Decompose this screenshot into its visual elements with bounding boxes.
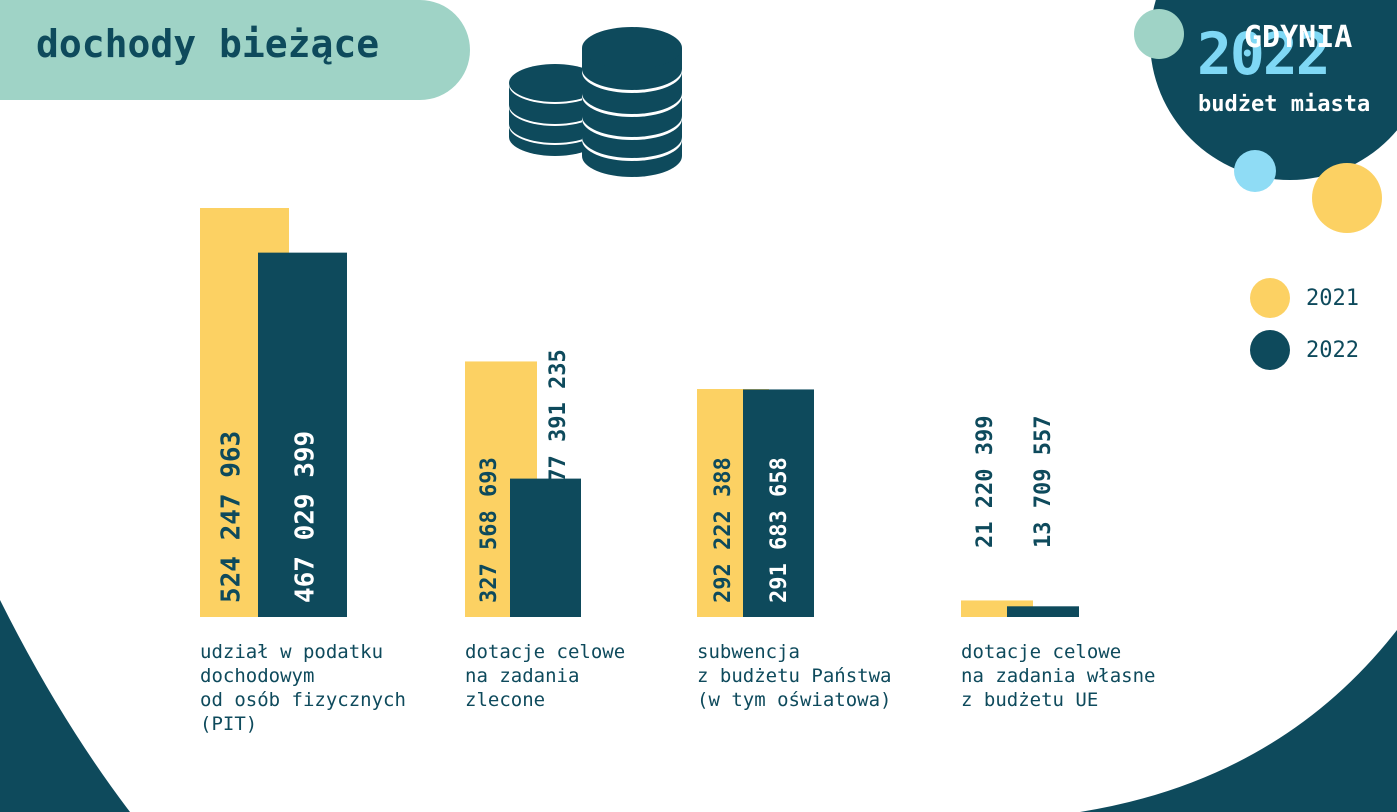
brand-city: GDYNIA xyxy=(1244,20,1353,55)
bar-2022-1 xyxy=(510,478,581,617)
legend-marker-2022 xyxy=(1250,330,1290,370)
bar-2022-0 xyxy=(258,252,347,617)
legend-marker-2021 xyxy=(1250,278,1290,318)
category-label-pit: udział w podatku dochodowym od osób fizy… xyxy=(200,641,406,735)
page-title: dochody bieżące xyxy=(36,22,380,66)
value-label-2022-0: 467 029 399 xyxy=(291,431,321,603)
yellow-dot xyxy=(1312,163,1382,233)
sky-dot xyxy=(1234,150,1276,192)
value-label-2022-3: 13 709 557 xyxy=(1031,416,1056,548)
category-label-subwencja: subwencja z budżetu Państwa (w tym oświa… xyxy=(697,641,892,711)
corner-shape-right xyxy=(1080,630,1397,812)
value-label-2021-2: 292 222 388 xyxy=(711,457,736,603)
bar-2022-3 xyxy=(1007,606,1079,617)
coins-stack-icon xyxy=(509,27,682,177)
category-label-dotacje-ue: dotacje celowe na zadania własne z budże… xyxy=(961,641,1156,711)
mint-dot xyxy=(1134,9,1184,59)
brand-subtitle: budżet miasta xyxy=(1198,92,1371,117)
value-label-2021-0: 524 247 963 xyxy=(217,431,247,603)
brand-circle xyxy=(1150,0,1397,180)
legend-label-2021: 2021 xyxy=(1306,286,1359,311)
bar-2022-2 xyxy=(743,389,814,617)
brand-year: 2022 xyxy=(1197,20,1331,88)
corner-shape-left xyxy=(0,600,130,812)
title-banner xyxy=(0,0,470,100)
category-label-dotacje-zlecone: dotacje celowe na zadania zlecone xyxy=(465,641,626,711)
value-label-2022-1: 177 391 235 xyxy=(546,349,571,495)
value-label-2021-1: 327 568 693 xyxy=(477,457,502,603)
legend-label-2022: 2022 xyxy=(1306,338,1359,363)
value-label-2022-2: 291 683 658 xyxy=(767,457,792,603)
value-label-2021-3: 21 220 399 xyxy=(973,416,998,548)
